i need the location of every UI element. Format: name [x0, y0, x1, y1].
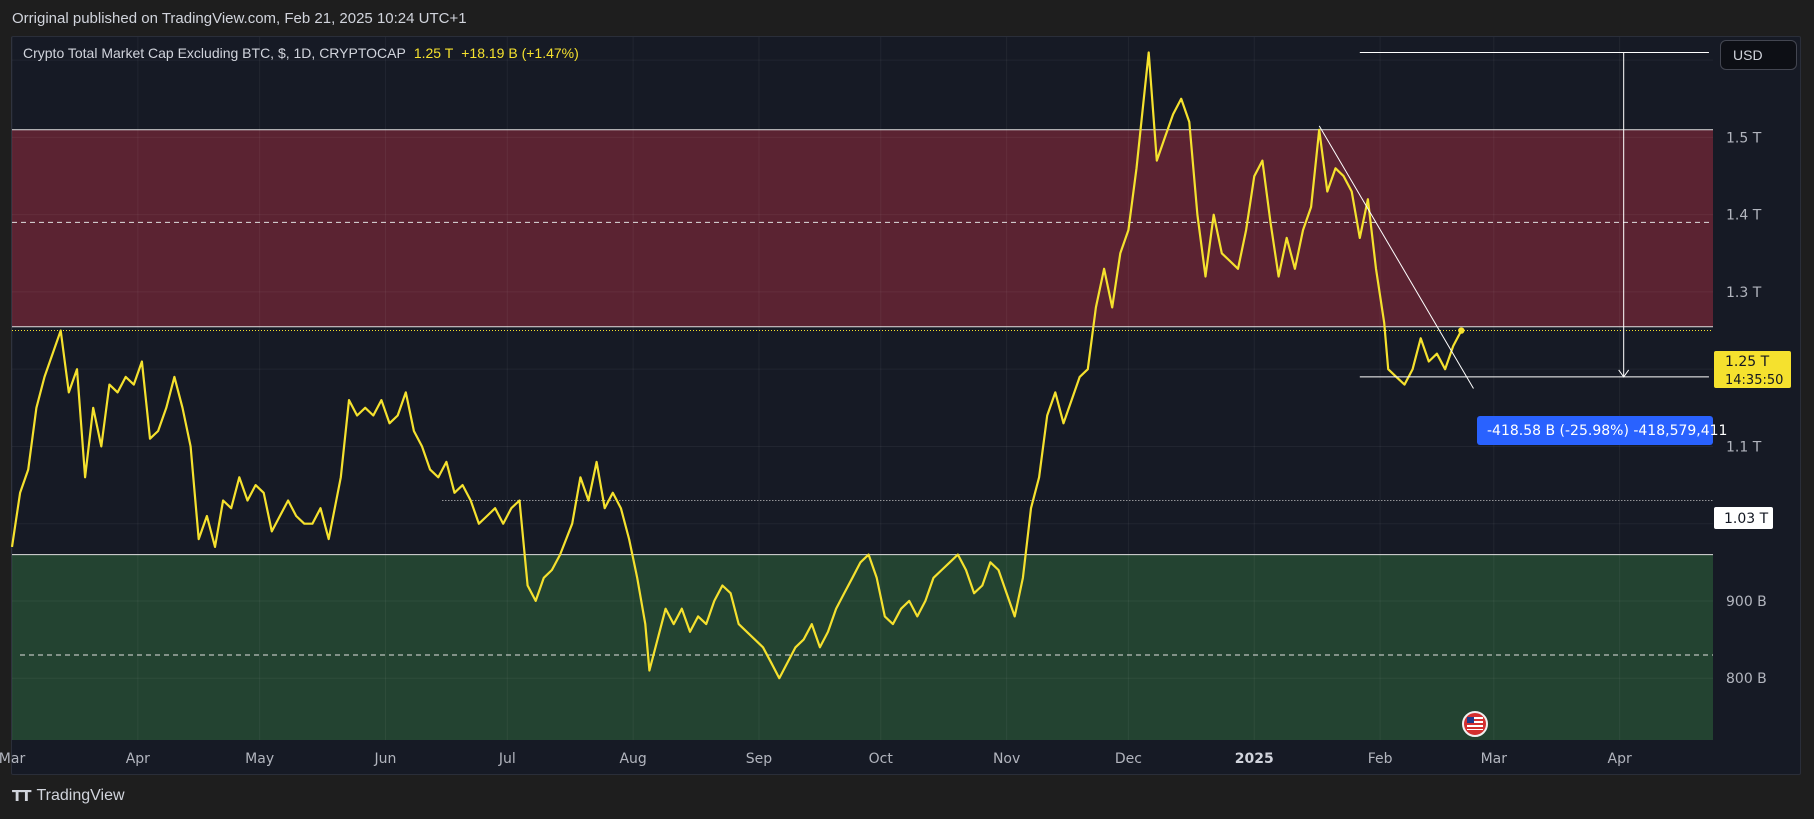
time-tick-label: Sep — [746, 751, 773, 767]
time-axis[interactable]: Mar Apr May Jun Jul Aug Sep Oct Nov Dec 2025 Feb Mar… — [0, 751, 1632, 767]
zones-layer — [12, 129, 1713, 740]
levels-layer — [12, 129, 1713, 656]
legend-last-value: 1.25 T — [413, 45, 454, 61]
current-price-marker: 1.25 T 14:35:50 — [1714, 351, 1791, 388]
footer-brand-label: TradingView — [36, 787, 125, 804]
time-tick-label: Apr — [126, 751, 150, 767]
time-tick-label: Mar — [0, 751, 25, 767]
time-tick-label: May — [245, 751, 274, 767]
price-tick-label: 1.5 T — [1726, 130, 1762, 146]
time-tick-label: Apr — [1608, 751, 1632, 767]
price-tick-label: 900 B — [1726, 594, 1767, 610]
price-marker-countdown: 14:35:50 — [1725, 373, 1783, 388]
time-tick-label: Jul — [498, 751, 516, 767]
price-series-line — [10, 51, 1463, 680]
legend-symbol: Crypto Total Market Cap Excluding BTC, $… — [23, 45, 406, 61]
support-zone — [12, 554, 1713, 740]
footer-brand[interactable]: 𝗧𝗧 TradingView — [12, 787, 125, 805]
time-tick-label: Mar — [1481, 751, 1508, 767]
price-tick-label: 800 B — [1726, 671, 1767, 687]
time-tick-label: Feb — [1368, 751, 1393, 767]
measure-label-text: -418.58 B (-25.98%) -418,579,411 — [1487, 423, 1727, 439]
price-marker-value: 1.25 T — [1725, 354, 1770, 370]
last-price-dot — [1458, 327, 1465, 334]
series-layer — [10, 51, 1465, 680]
measure-arrowhead — [1618, 369, 1630, 378]
us-flag-icon[interactable] — [1462, 711, 1488, 737]
chart-legend: Crypto Total Market Cap Excluding BTC, $… — [23, 45, 579, 61]
time-tick-label: Jun — [374, 751, 397, 767]
level-marker-value: 1.03 T — [1724, 511, 1769, 527]
time-tick-label: Nov — [993, 751, 1020, 767]
time-tick-label: Dec — [1115, 751, 1142, 767]
grid-layer — [11, 37, 1713, 740]
price-tick-label: 1.4 T — [1726, 208, 1762, 224]
legend-change: +18.19 B (+1.47%) — [461, 45, 579, 61]
resistance-zone — [12, 129, 1713, 327]
time-tick-label: Aug — [619, 751, 646, 767]
time-tick-label: Oct — [869, 751, 894, 767]
time-tick-label: 2025 — [1235, 751, 1274, 767]
published-info: Orriginal published on TradingView.com, … — [12, 10, 467, 27]
drawings-layer[interactable] — [1318, 51, 1709, 389]
tradingview-logo-icon: 𝗧𝗧 — [12, 788, 31, 805]
trendline — [1318, 125, 1474, 389]
currency-button[interactable]: USD — [1720, 40, 1797, 70]
price-tick-label: 1.1 T — [1726, 439, 1762, 455]
price-tick-label: 1.3 T — [1726, 285, 1762, 301]
measure-label[interactable]: -418.58 B (-25.98%) -418,579,411 — [1477, 416, 1727, 445]
level-marker: 1.03 T — [1714, 507, 1773, 529]
